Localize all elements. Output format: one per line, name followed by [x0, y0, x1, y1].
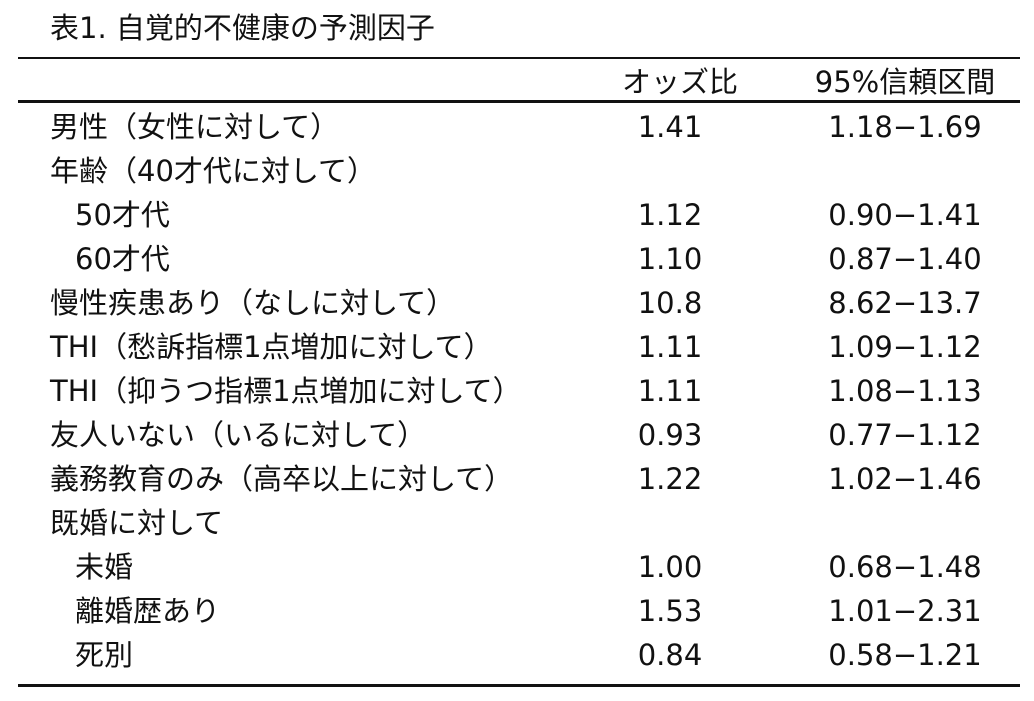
row-label: 既婚に対して [50, 506, 224, 540]
sub-row-label: 50才代 [75, 198, 170, 232]
confidence-interval: 0.87−1.40 [828, 242, 982, 276]
sub-row-label: 離婚歴あり [75, 594, 221, 628]
header-cell: 95%信頼区間 [814, 65, 996, 99]
confidence-interval: 0.77−1.12 [828, 418, 982, 452]
confidence-interval: 1.09−1.12 [828, 330, 982, 364]
header-rule [18, 100, 1020, 103]
odds-ratio: 1.12 [637, 198, 703, 232]
odds-ratio: 1.11 [637, 330, 703, 364]
confidence-interval: 0.68−1.48 [828, 550, 982, 584]
sub-row-label: 死別 [75, 638, 134, 672]
sub-row-label: 未婚 [75, 550, 134, 584]
odds-ratio: 1.11 [637, 374, 703, 408]
odds-ratio: 1.00 [637, 550, 703, 584]
confidence-interval: 1.02−1.46 [828, 462, 982, 496]
confidence-interval: 1.18−1.69 [828, 110, 982, 144]
confidence-interval: 1.08−1.13 [828, 374, 982, 408]
confidence-interval: 1.01−2.31 [828, 594, 982, 628]
odds-ratio: 1.22 [637, 462, 703, 496]
confidence-interval: 8.62−13.7 [828, 286, 982, 320]
top-rule [18, 57, 1020, 59]
header-cell: オッズ比 [621, 65, 739, 99]
row-label: THI（抑うつ指標1点増加に対して） [50, 374, 522, 408]
row-label: 年齢（40才代に対して） [50, 154, 377, 188]
confidence-interval: 0.90−1.41 [828, 198, 982, 232]
odds-ratio: 1.41 [637, 110, 703, 144]
odds-ratio: 1.53 [637, 594, 703, 628]
row-label: 義務教育のみ（高卒以上に対して） [50, 462, 514, 496]
odds-ratio: 0.93 [637, 418, 703, 452]
odds-ratio: 1.10 [637, 242, 703, 276]
row-label: 慢性疾患あり（なしに対して） [50, 286, 456, 320]
bottom-rule [18, 684, 1020, 687]
confidence-interval: 0.58−1.21 [828, 638, 982, 672]
row-label: 男性（女性に対して） [50, 110, 340, 144]
odds-ratio: 10.8 [637, 286, 703, 320]
sub-row-label: 60才代 [75, 242, 170, 276]
table-title: 表1. 自覚的不健康の予測因子 [50, 11, 435, 45]
row-label: 友人いない（いるに対して） [50, 418, 427, 452]
row-label: THI（愁訴指標1点増加に対して） [50, 330, 493, 364]
odds-ratio: 0.84 [637, 638, 703, 672]
